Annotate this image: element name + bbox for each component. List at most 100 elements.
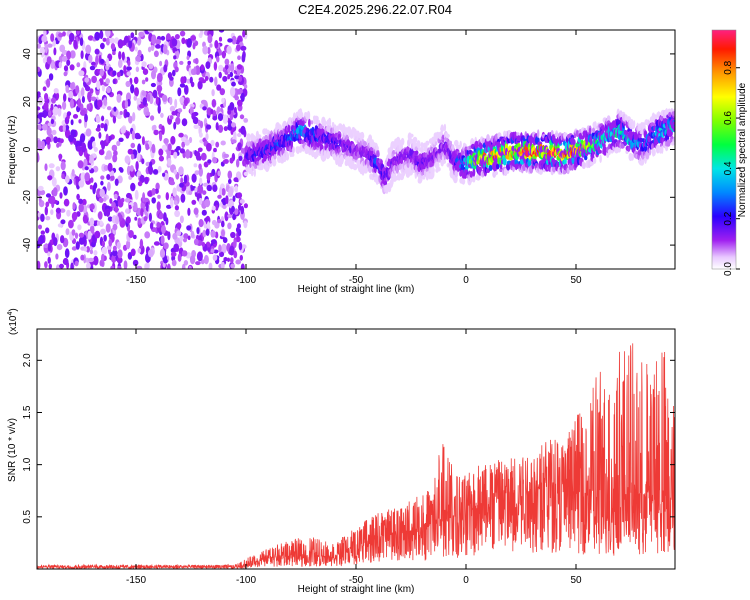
noise-blob [163,258,168,264]
noise-blob [91,61,96,66]
noise-blob [157,165,162,173]
ridge-blob [416,140,421,149]
ridge-blob [594,121,597,130]
y-tick-label: 2.0 [22,353,33,367]
noise-blob [130,142,136,149]
ridge-blob [599,154,602,163]
noise-blob [161,125,165,135]
noise-blob [106,174,111,180]
noise-blob [197,147,203,153]
noise-blob [180,193,186,203]
noise-blob [186,55,190,60]
noise-blob [161,94,168,103]
noise-blob [89,203,95,210]
noise-blob [125,111,130,118]
noise-blob [130,32,135,39]
noise-blob [187,235,191,241]
noise-blob [45,136,51,144]
ridge-blob [331,126,335,135]
noise-blob [223,126,228,132]
ridge-blob [572,139,576,146]
noise-blob [47,175,53,181]
noise-blob [178,132,184,138]
noise-blob [92,234,96,244]
noise-blob [211,89,215,97]
noise-blob [130,182,136,192]
noise-blob [202,229,207,238]
noise-blob [75,85,80,94]
noise-blob [162,172,166,177]
spectrogram-ylabel: Frequency (Hz) [7,116,18,185]
noise-blob [38,96,44,106]
noise-blob [155,182,160,191]
ridge-blob [496,163,500,170]
noise-blob [126,239,131,250]
noise-blob [87,91,92,102]
ridge-blob [451,144,455,152]
noise-blob [158,148,164,156]
noise-blob [231,139,237,144]
noise-blob [237,132,242,138]
noise-blob [100,180,104,186]
noise-blob [46,78,51,88]
noise-blob [38,112,45,118]
noise-blob [159,60,163,67]
spectrogram-marks [37,30,675,269]
noise-blob [107,162,113,172]
noise-blob [112,223,118,231]
noise-blob [71,246,77,251]
noise-blob [103,196,107,202]
ridge-blob [661,115,664,121]
ridge-blob [304,145,310,151]
noise-blob [78,180,85,188]
noise-blob [151,197,156,204]
noise-blob [165,217,169,226]
noise-blob [193,238,199,246]
noise-blob [43,244,49,248]
noise-blob [96,220,101,226]
noise-blob [103,123,108,132]
noise-blob [45,193,52,198]
ridge-blob [514,163,520,170]
noise-blob [37,212,41,218]
noise-blob [47,242,52,252]
noise-blob [217,124,224,133]
noise-blob [109,198,113,204]
noise-blob [105,30,111,38]
noise-blob [128,230,134,238]
noise-blob [63,186,68,196]
noise-blob [227,38,233,43]
noise-blob [188,265,192,269]
ridge-blob [454,170,459,178]
noise-blob [205,61,211,69]
noise-blob [95,55,99,66]
noise-blob [94,98,99,109]
noise-blob [116,241,121,250]
noise-blob [221,229,225,238]
noise-blob [141,91,147,96]
noise-blob [130,248,136,257]
noise-blob [153,241,160,246]
noise-blob [176,146,181,151]
ridge-blob [246,133,251,142]
noise-blob [112,154,118,163]
noise-blob [134,189,139,200]
noise-blob [143,216,148,222]
snr-scale-exponent: 4 [7,312,14,316]
noise-blob [50,209,54,216]
noise-blob [62,31,66,37]
noise-blob [39,234,44,245]
noise-blob [231,81,236,87]
ridge-blob [472,176,476,183]
ridge-blob [461,178,466,185]
noise-blob [155,96,159,105]
noise-blob [45,201,50,208]
noise-blob [242,30,246,38]
x-tick-label: 50 [570,275,582,286]
noise-blob [232,195,236,202]
noise-blob [77,224,82,231]
noise-blob [227,109,232,115]
noise-blob [68,219,74,229]
noise-blob [68,134,75,143]
snr-ticks: -150 -100 -50 0 50 0.5 1.0 1.5 2.0 [22,329,675,586]
